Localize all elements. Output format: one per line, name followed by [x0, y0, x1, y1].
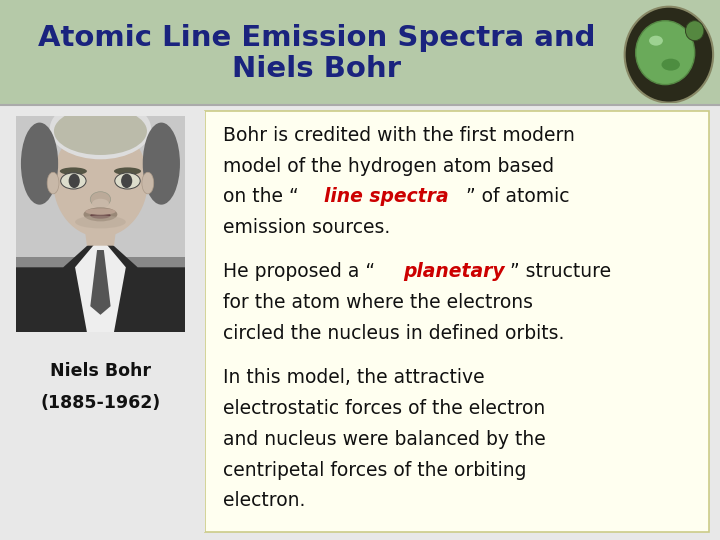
Text: on the “: on the “	[223, 187, 305, 206]
Text: circled the nucleus in defined orbits.: circled the nucleus in defined orbits.	[223, 324, 564, 343]
Ellipse shape	[114, 167, 141, 175]
Ellipse shape	[662, 59, 680, 71]
Ellipse shape	[54, 107, 147, 155]
Polygon shape	[90, 250, 111, 315]
Polygon shape	[16, 241, 185, 332]
Ellipse shape	[21, 123, 58, 205]
Circle shape	[625, 6, 713, 103]
Bar	[16, 256, 185, 332]
Polygon shape	[75, 237, 126, 332]
Ellipse shape	[60, 167, 87, 175]
Ellipse shape	[143, 123, 180, 205]
Text: planetary: planetary	[403, 262, 505, 281]
Polygon shape	[84, 220, 117, 246]
Circle shape	[636, 21, 695, 85]
Ellipse shape	[75, 215, 126, 228]
Text: He proposed a “: He proposed a “	[223, 262, 381, 281]
Text: centripetal forces of the orbiting: centripetal forces of the orbiting	[223, 461, 527, 480]
Text: Niels Bohr: Niels Bohr	[233, 55, 401, 83]
Text: line spectra: line spectra	[325, 187, 449, 206]
Ellipse shape	[53, 125, 148, 237]
Text: and nucleus were balanced by the: and nucleus were balanced by the	[223, 430, 546, 449]
Text: for the atom where the electrons: for the atom where the electrons	[223, 293, 534, 312]
Text: Atomic Line Emission Spectra and: Atomic Line Emission Spectra and	[38, 24, 595, 51]
Bar	[0, 111, 205, 532]
Text: ” of atomic: ” of atomic	[467, 187, 570, 206]
Ellipse shape	[60, 173, 86, 189]
Circle shape	[121, 174, 132, 188]
Ellipse shape	[90, 212, 111, 219]
Ellipse shape	[92, 199, 109, 208]
Ellipse shape	[84, 207, 117, 221]
Ellipse shape	[114, 173, 140, 189]
Bar	[205, 111, 709, 532]
Text: electrostatic forces of the electron: electrostatic forces of the electron	[223, 399, 546, 418]
Circle shape	[685, 21, 704, 40]
Text: (1885-1962): (1885-1962)	[40, 394, 161, 412]
Text: Niels Bohr: Niels Bohr	[50, 362, 151, 380]
Ellipse shape	[85, 208, 116, 215]
Ellipse shape	[90, 192, 111, 207]
Circle shape	[68, 174, 80, 188]
Ellipse shape	[142, 172, 154, 194]
Ellipse shape	[649, 36, 663, 46]
Text: ” structure: ” structure	[510, 262, 611, 281]
Text: In this model, the attractive: In this model, the attractive	[223, 368, 485, 387]
Bar	[0, 0, 720, 105]
Bar	[16, 116, 185, 256]
Text: Bohr is credited with the first modern: Bohr is credited with the first modern	[223, 126, 575, 145]
Ellipse shape	[47, 172, 59, 194]
Text: emission sources.: emission sources.	[223, 218, 390, 237]
Ellipse shape	[50, 99, 151, 159]
Text: model of the hydrogen atom based: model of the hydrogen atom based	[223, 157, 554, 176]
Text: electron.: electron.	[223, 491, 305, 510]
